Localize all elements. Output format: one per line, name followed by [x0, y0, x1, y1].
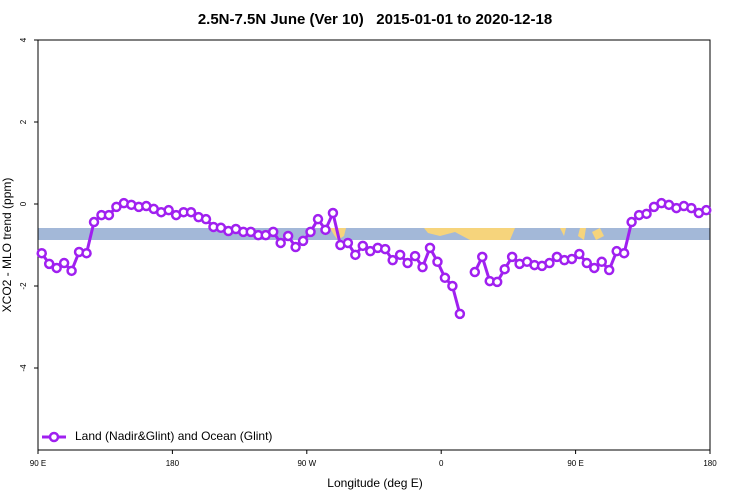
data-point — [618, 247, 630, 259]
data-point — [290, 241, 301, 253]
data-point — [566, 253, 578, 265]
data-point — [282, 230, 294, 242]
data-point — [81, 247, 92, 259]
data-point — [88, 216, 100, 228]
data-point — [297, 235, 309, 247]
y-tick-label: 0 — [19, 201, 28, 206]
data-point — [312, 213, 324, 225]
data-point — [447, 280, 458, 292]
data-point — [163, 204, 174, 216]
land-patch — [424, 228, 515, 240]
data-point — [454, 308, 466, 320]
x-tick-label: 180 — [166, 459, 180, 468]
x-tick-label: 180 — [703, 459, 717, 468]
data-point — [394, 249, 406, 261]
data-point — [432, 256, 443, 268]
land-patch — [560, 228, 604, 240]
data-point — [379, 243, 391, 255]
data-point — [589, 262, 600, 274]
y-tick-label: 4 — [19, 37, 28, 42]
data-point — [275, 237, 286, 249]
data-point — [581, 257, 593, 269]
data-point — [626, 216, 637, 228]
data-point — [506, 251, 518, 263]
map-strip — [38, 228, 710, 240]
data-point — [402, 257, 413, 269]
data-point — [641, 208, 652, 220]
data-point — [305, 226, 316, 238]
data-point — [499, 263, 510, 275]
data-point — [596, 256, 607, 268]
data-point — [477, 251, 488, 263]
x-tick-label: 90 E — [567, 459, 583, 468]
data-point — [103, 209, 115, 221]
data-point — [357, 240, 369, 252]
data-point — [574, 248, 585, 260]
data-point — [267, 226, 279, 238]
data-point — [701, 204, 712, 216]
x-tick-label: 0 — [439, 459, 444, 468]
data-point — [424, 242, 436, 254]
data-point — [327, 207, 339, 219]
data-point — [686, 202, 697, 214]
y-tick-label: -4 — [19, 364, 28, 372]
data-point — [491, 276, 503, 288]
data-point — [409, 250, 421, 262]
data-point — [185, 206, 197, 218]
ocean-band — [38, 228, 710, 240]
data-point — [439, 272, 451, 284]
data-point — [342, 237, 354, 249]
plot-frame — [37, 39, 711, 451]
y-axis-label: XCO2 - MLO trend (ppm) — [0, 178, 14, 313]
y-tick-label: 2 — [19, 119, 28, 124]
x-tick-label: 90 W — [297, 459, 316, 468]
data-point — [36, 247, 47, 259]
data-point — [43, 258, 55, 270]
legend-marker — [48, 431, 60, 443]
data-point — [200, 213, 212, 225]
data-point — [603, 264, 615, 276]
data-point — [66, 265, 77, 277]
data-point — [58, 257, 70, 269]
legend-label: Land (Nadir&Glint) and Ocean (Glint) — [75, 429, 272, 443]
data-point — [51, 262, 62, 274]
data-point — [469, 266, 481, 278]
data-point — [350, 249, 361, 261]
chart-title: 2.5N-7.5N June (Ver 10) 2015-01-01 to 20… — [198, 11, 552, 28]
data-point — [417, 261, 428, 273]
x-axis-label: Longitude (deg E) — [327, 476, 422, 490]
data-point — [320, 224, 331, 236]
data-point — [387, 254, 398, 266]
data-point — [544, 257, 555, 269]
y-tick-label: -2 — [19, 282, 28, 290]
x-tick-label: 90 E — [30, 459, 46, 468]
